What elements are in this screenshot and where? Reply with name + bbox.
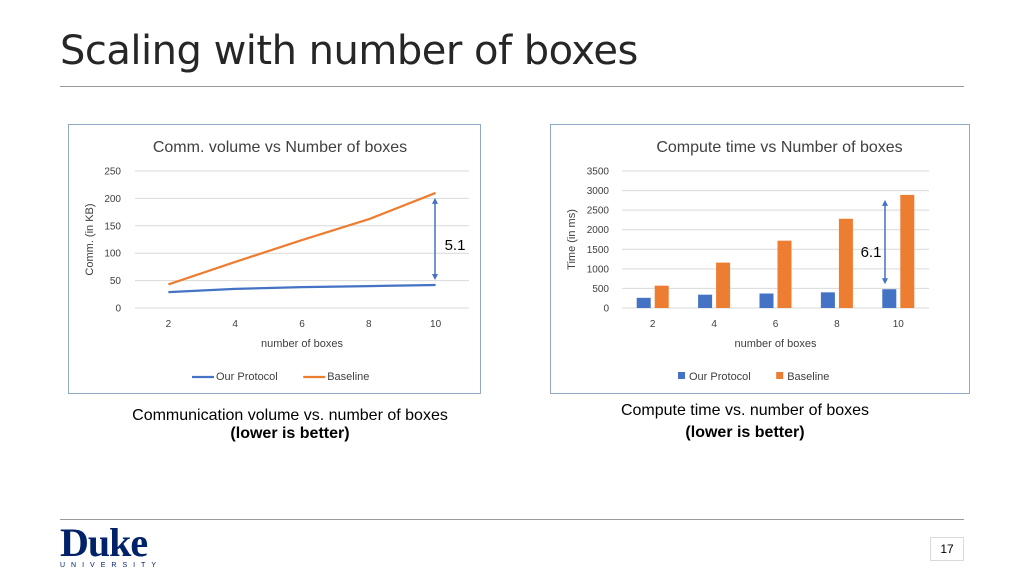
x-tick-label: 8 xyxy=(834,319,840,330)
x-tick-label: 10 xyxy=(893,319,905,330)
y-tick-label: 0 xyxy=(115,304,121,315)
x-tick-label: 6 xyxy=(773,319,779,330)
duke-logo-name: Duke xyxy=(60,520,148,565)
y-tick-label: 50 xyxy=(110,276,122,287)
x-tick-label: 10 xyxy=(430,319,442,330)
x-tick-label: 8 xyxy=(366,319,372,330)
x-tick-label: 2 xyxy=(650,319,656,330)
x-axis-label: number of boxes xyxy=(261,338,343,350)
bar-our-protocol xyxy=(882,289,897,308)
x-axis-label: number of boxes xyxy=(735,338,817,350)
compute-caption-note: (lower is better) xyxy=(685,424,805,441)
x-tick-label: 6 xyxy=(299,319,305,330)
compute-caption-text: Compute time vs. number of boxes xyxy=(620,402,870,419)
page-number: 17 xyxy=(930,537,964,561)
annotation-arrow-head-up xyxy=(882,199,888,206)
annotation-arrow-head-up xyxy=(432,197,438,204)
series-line-baseline xyxy=(168,191,437,286)
legend-label: Baseline xyxy=(327,371,369,383)
bar-baseline xyxy=(900,194,915,308)
bar-our-protocol xyxy=(820,292,835,308)
annotation-arrow-head-down xyxy=(432,273,438,280)
legend-swatch xyxy=(678,372,685,379)
y-tick-label: 2000 xyxy=(587,225,610,236)
title-divider xyxy=(60,86,964,87)
y-tick-label: 3000 xyxy=(587,186,610,197)
y-tick-label: 1000 xyxy=(587,264,610,275)
chart-title: Compute time vs Number of boxes xyxy=(656,139,902,156)
y-tick-label: 1500 xyxy=(587,245,610,256)
slide-title: Scaling with number of boxes xyxy=(60,28,638,74)
bar-baseline xyxy=(716,262,731,308)
comm-caption-note: (lower is better) xyxy=(230,425,350,442)
comm-caption: Communication volume vs. number of boxes… xyxy=(90,407,490,443)
duke-logo: Duke UNIVERSITY xyxy=(60,520,163,570)
y-tick-label: 500 xyxy=(592,284,609,295)
bar-our-protocol xyxy=(759,293,774,308)
legend-swatch xyxy=(776,372,784,379)
x-tick-label: 4 xyxy=(232,319,238,330)
y-axis-label: Time (in ms) xyxy=(566,209,578,270)
y-tick-label: 250 xyxy=(104,167,121,178)
comm-volume-chart-svg: Comm. volume vs Number of boxes 0 50 100 150… xyxy=(84,139,469,383)
y-tick-label: 150 xyxy=(104,221,121,232)
compute-time-chart: Compute time vs Number of boxes 0 500 1000 1… xyxy=(550,124,970,394)
series-line-our-protocol xyxy=(168,283,436,294)
bar-our-protocol xyxy=(698,294,713,308)
bar-our-protocol xyxy=(636,297,651,308)
duke-logo-sub: UNIVERSITY xyxy=(60,562,163,569)
legend-label: Baseline xyxy=(787,371,829,383)
compute-time-chart-svg: Compute time vs Number of boxes 0 500 1000 1… xyxy=(566,139,929,383)
bar-baseline xyxy=(777,240,792,308)
annotation-arrow-head-down xyxy=(882,278,888,285)
bar-baseline xyxy=(654,285,669,308)
legend-label: Our Protocol xyxy=(689,371,751,383)
y-tick-label: 0 xyxy=(603,304,609,315)
y-tick-label: 200 xyxy=(104,194,121,205)
compute-caption: Compute time vs. number of boxes (lower … xyxy=(560,402,930,442)
y-tick-label: 3500 xyxy=(587,167,610,178)
x-tick-label: 4 xyxy=(711,319,717,330)
annotation-label: 5.1 xyxy=(445,237,466,254)
x-tick-label: 2 xyxy=(166,319,172,330)
y-tick-label: 100 xyxy=(104,249,121,260)
y-axis-label: Comm. (in KB) xyxy=(84,203,96,275)
footer-divider xyxy=(60,519,964,520)
bar-baseline xyxy=(838,218,853,308)
comm-volume-chart: Comm. volume vs Number of boxes 0 50 100 150… xyxy=(68,124,481,394)
y-tick-label: 2500 xyxy=(587,206,610,217)
annotation-label: 6.1 xyxy=(861,244,882,261)
chart-title: Comm. volume vs Number of boxes xyxy=(153,139,407,156)
legend-label: Our Protocol xyxy=(216,371,278,383)
comm-caption-text: Communication volume vs. number of boxes xyxy=(132,407,448,424)
